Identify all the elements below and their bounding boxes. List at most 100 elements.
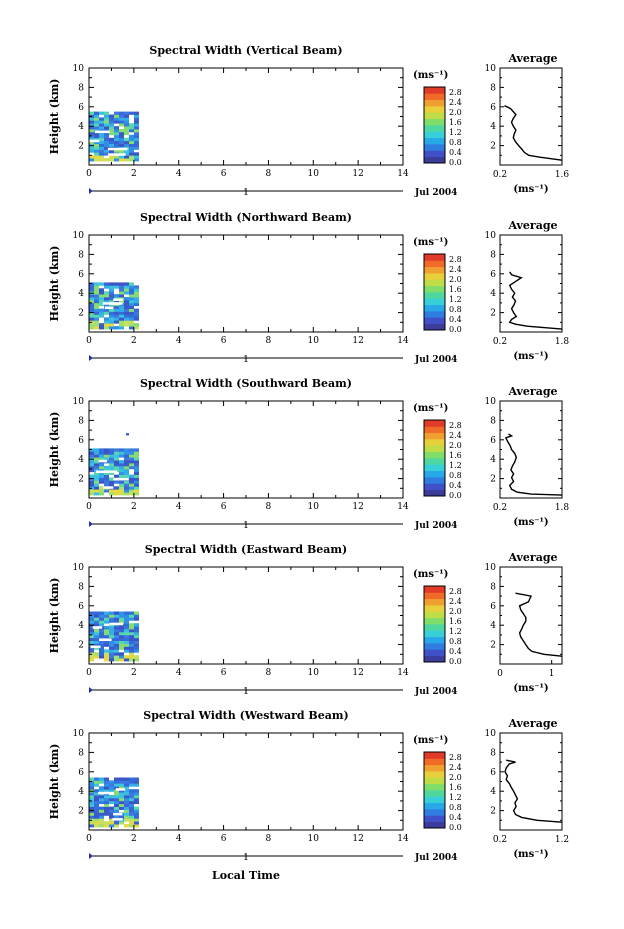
y-tick-label: 2 [78, 641, 84, 651]
heatmap-cell [94, 111, 99, 115]
colorbar-tick-label: 2.0 [449, 607, 462, 616]
colorbar-tick-label: 2.4 [449, 431, 462, 440]
heatmap-cell [114, 617, 119, 621]
heatmap-cell [119, 282, 124, 286]
heatmap-cell [114, 640, 119, 644]
x-axis-label: Local Time [212, 869, 280, 882]
heatmap-cell [104, 652, 109, 656]
x-tick-label: 12 [352, 668, 363, 678]
heatmap-cell [99, 821, 104, 825]
colorbar-segment [424, 777, 445, 785]
heatmap-cell [119, 652, 124, 656]
heatmap-cell [99, 158, 104, 162]
heatmap-cell [119, 285, 124, 289]
heatmap-cell [104, 282, 109, 286]
heatmap-cells-2 [89, 433, 139, 496]
heatmap-cell [129, 629, 134, 633]
heatmap-cell [94, 480, 99, 484]
colorbar-tick-label: 2.8 [449, 421, 462, 430]
heatmap-cell [114, 474, 119, 478]
x-tick-label: 8 [266, 169, 272, 179]
avg-y-tick-label: 2 [490, 309, 496, 319]
heatmap-cell [129, 152, 134, 156]
heatmap-cell [109, 658, 114, 662]
heatmap-cell [94, 326, 99, 330]
colorbar-segment [424, 254, 445, 261]
colorbar-tick-label: 0.8 [449, 305, 462, 314]
heatmap-cell [89, 777, 94, 781]
x-tick-label: 4 [176, 834, 182, 844]
colorbar-segment [424, 458, 445, 465]
heatmap-cell [94, 294, 99, 298]
heatmap-cell [94, 323, 99, 327]
avg-unit: (ms⁻¹) [513, 683, 548, 694]
heatmap-cell [99, 655, 104, 659]
colorbar-segment [424, 273, 445, 280]
colorbar-tick-label: 1.2 [449, 793, 462, 802]
heatmap-cell [124, 626, 129, 630]
heatmap-cell [94, 809, 99, 813]
y-axis-label: Height (km) [48, 412, 61, 488]
y-tick-label: 6 [78, 436, 84, 446]
avg-y-tick-label: 10 [485, 231, 497, 241]
heatmap-cell [124, 637, 129, 641]
colorbar-segment [424, 144, 445, 151]
y-tick-label: 8 [78, 416, 84, 426]
colorbar-segment [424, 426, 445, 434]
heatmap-cell [104, 655, 109, 659]
heatmap-cell [119, 803, 124, 807]
heatmap-cell [89, 451, 94, 455]
heatmap-cell [129, 824, 134, 828]
heatmap-cell [99, 777, 104, 781]
colorbar-segment [424, 586, 445, 593]
heatmap-cell [99, 818, 104, 822]
heatmap-cell [109, 465, 114, 470]
heatmap-cell [124, 302, 129, 307]
heatmap-cell [129, 812, 134, 816]
heatmap-cell [89, 308, 94, 312]
y-axis-label: Height (km) [48, 246, 61, 322]
avg-y-tick-label: 4 [490, 621, 496, 631]
heatmap-cell [124, 815, 129, 819]
avg-x-tick-label: 0.2 [493, 170, 507, 180]
heatmap-cell [89, 626, 94, 630]
heatmap-cell [134, 655, 139, 659]
heatmap-cell [94, 489, 99, 493]
x-tick-label: 2 [131, 336, 137, 346]
heatmap-cell [114, 311, 119, 315]
y-tick-label: 4 [78, 787, 84, 797]
colorbar-tick-label: 0.4 [449, 647, 462, 656]
x-tick-label: 10 [308, 834, 320, 844]
heatmap-gap [112, 818, 123, 821]
heatmap-cell [124, 614, 129, 618]
heatmap-cell [104, 291, 109, 295]
heatmap-cell [129, 780, 134, 784]
heatmap-cell [89, 646, 94, 650]
heatmap-cell [104, 780, 109, 784]
heatmap-cell [114, 314, 119, 318]
heatmap-cell [104, 809, 109, 813]
heatmap-cell [89, 809, 94, 813]
heatmap-cell [109, 314, 114, 318]
heatmap-cell [134, 311, 139, 315]
heatmap-cell [119, 792, 124, 796]
avg-y-tick-label: 6 [490, 103, 496, 113]
heatmap-cell [109, 471, 114, 475]
heatmap-cell [114, 789, 119, 793]
heatmap-cell [109, 640, 114, 644]
heatmap-cell [114, 285, 119, 289]
heatmap-cell [94, 308, 99, 312]
colorbar-tick-label: 2.8 [449, 255, 462, 264]
heatmap-cell [109, 123, 114, 127]
x-tick-label: 14 [397, 336, 409, 346]
heatmap-cell [89, 783, 94, 787]
heatmap-cell [114, 454, 119, 458]
x-tick-label: 4 [176, 169, 182, 179]
heatmap-cell [134, 457, 139, 461]
colorbar-segment [424, 260, 445, 268]
heatmap-cell [129, 320, 134, 324]
heatmap-cell [104, 812, 109, 816]
heatmap-cell [104, 483, 109, 487]
colorbar-tick-label: 2.8 [449, 587, 462, 596]
heatmap-cell [134, 477, 139, 481]
